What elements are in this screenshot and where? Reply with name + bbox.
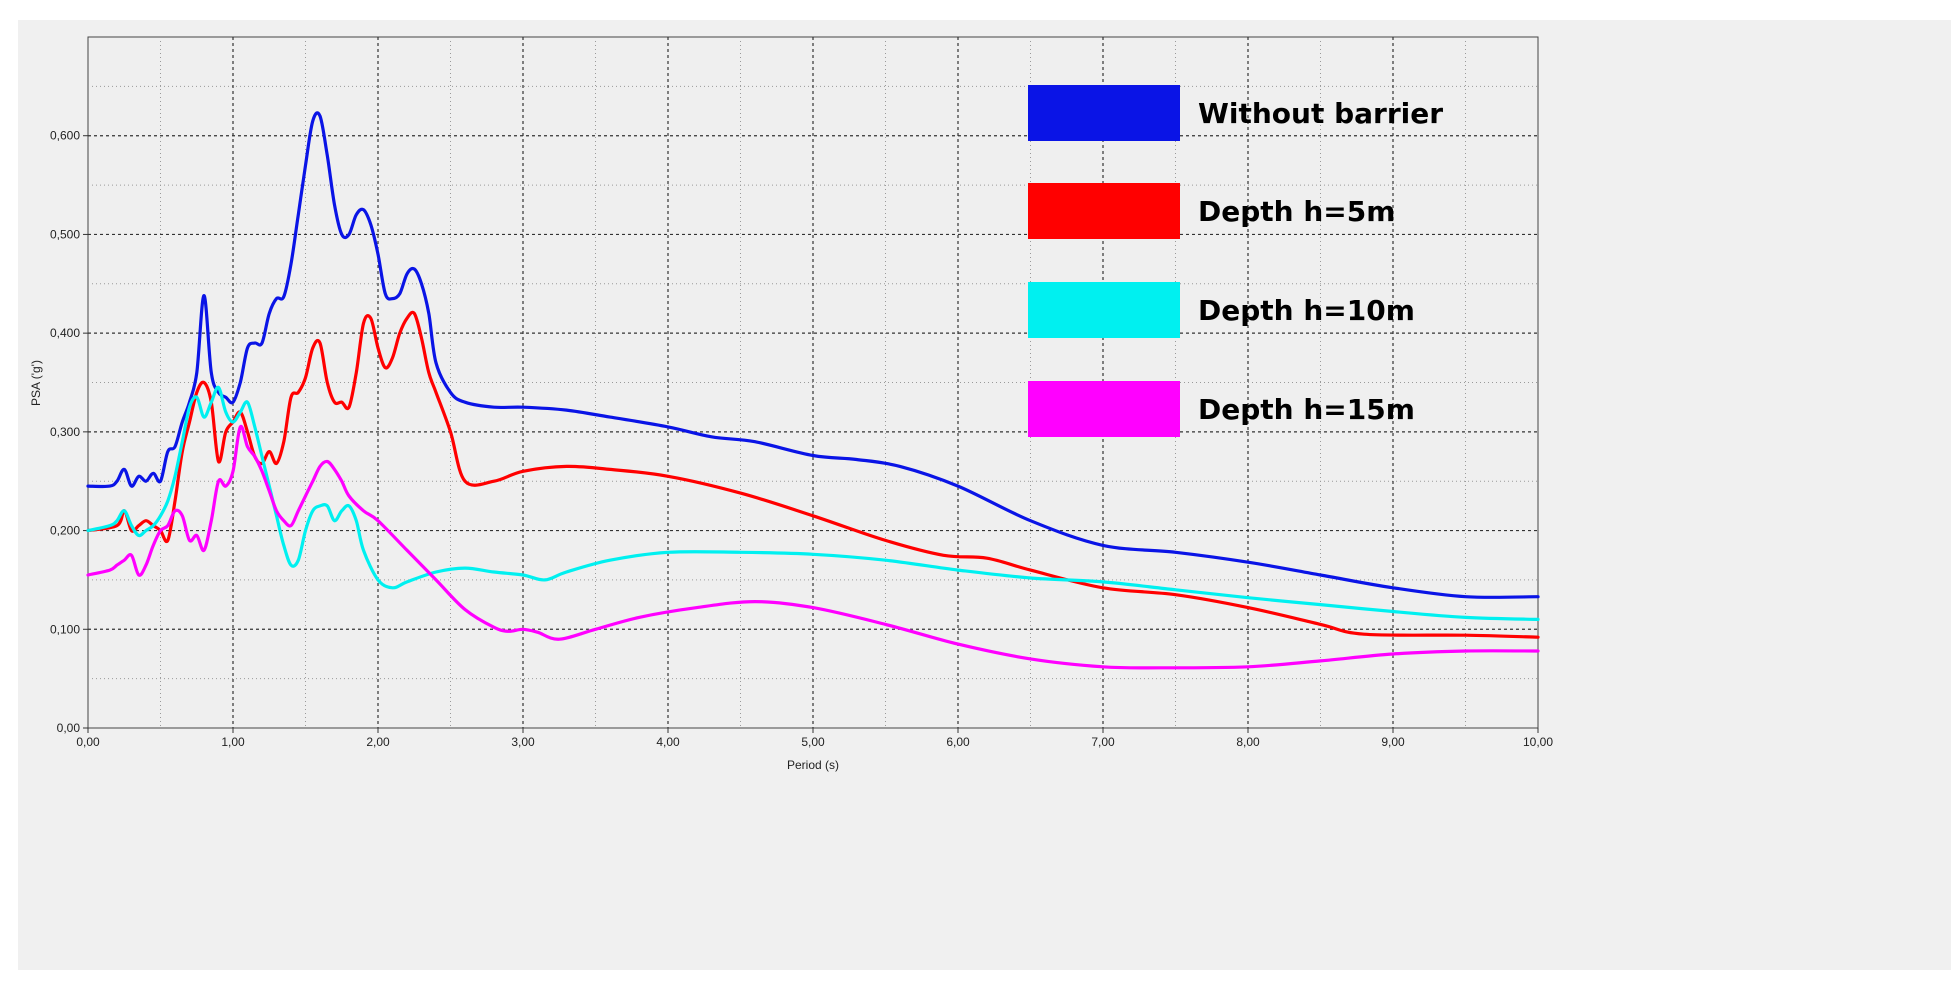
x-tick-label: 7,00 xyxy=(1091,735,1115,749)
x-tick-label: 3,00 xyxy=(511,735,535,749)
chart-panel: 0,00 1,00 2,00 3,00 4,00 5,00 6,00 7,00 8,00 9,00… xyxy=(18,20,1951,970)
legend-swatch-1 xyxy=(1028,85,1180,141)
y-tick-label: 0,100 xyxy=(50,622,80,636)
legend-label-3: Depth h=10m xyxy=(1198,294,1415,327)
x-tick-label: 2,00 xyxy=(366,735,390,749)
legend-label-4: Depth h=15m xyxy=(1198,393,1415,426)
y-tick-label: 0,300 xyxy=(50,425,80,439)
y-tick-label: 0,600 xyxy=(50,129,80,143)
legend-swatch-2 xyxy=(1028,183,1180,239)
y-axis-title: PSA ('g') xyxy=(29,360,43,406)
y-tick-label: 0,00 xyxy=(57,721,81,735)
legend-swatch-3 xyxy=(1028,282,1180,338)
legend: Without barrier Depth h=5m Depth h=10m Dept… xyxy=(1028,85,1443,437)
x-tick-label: 10,00 xyxy=(1523,735,1553,749)
legend-label-2: Depth h=5m xyxy=(1198,195,1395,228)
x-tick-label: 0,00 xyxy=(76,735,100,749)
x-tick-label: 5,00 xyxy=(801,735,825,749)
y-tick-label: 0,500 xyxy=(50,227,80,241)
y-axis-ticks: 0,00 0,100 0,200 0,300 0,400 0,500 0,600 xyxy=(50,129,88,735)
x-axis-title: Period (s) xyxy=(787,758,839,772)
legend-label-1: Without barrier xyxy=(1198,97,1443,130)
series-line-1 xyxy=(86,111,1540,599)
x-tick-label: 6,00 xyxy=(946,735,970,749)
x-tick-label: 9,00 xyxy=(1381,735,1405,749)
series-line-3 xyxy=(86,385,1540,621)
x-tick-label: 1,00 xyxy=(221,735,245,749)
legend-swatch-4 xyxy=(1028,381,1180,437)
x-tick-label: 4,00 xyxy=(656,735,680,749)
series-line-2 xyxy=(86,310,1540,639)
y-tick-label: 0,200 xyxy=(50,524,80,538)
psa-chart: 0,00 1,00 2,00 3,00 4,00 5,00 6,00 7,00 8,00 9,00… xyxy=(29,36,1553,772)
major-grid xyxy=(88,37,1538,728)
series-line-4 xyxy=(86,424,1540,670)
x-axis-ticks: 0,00 1,00 2,00 3,00 4,00 5,00 6,00 7,00 8,00 9,00… xyxy=(76,728,1553,749)
y-tick-label: 0,400 xyxy=(50,326,80,340)
series-lines xyxy=(86,111,1540,670)
x-tick-label: 8,00 xyxy=(1236,735,1260,749)
